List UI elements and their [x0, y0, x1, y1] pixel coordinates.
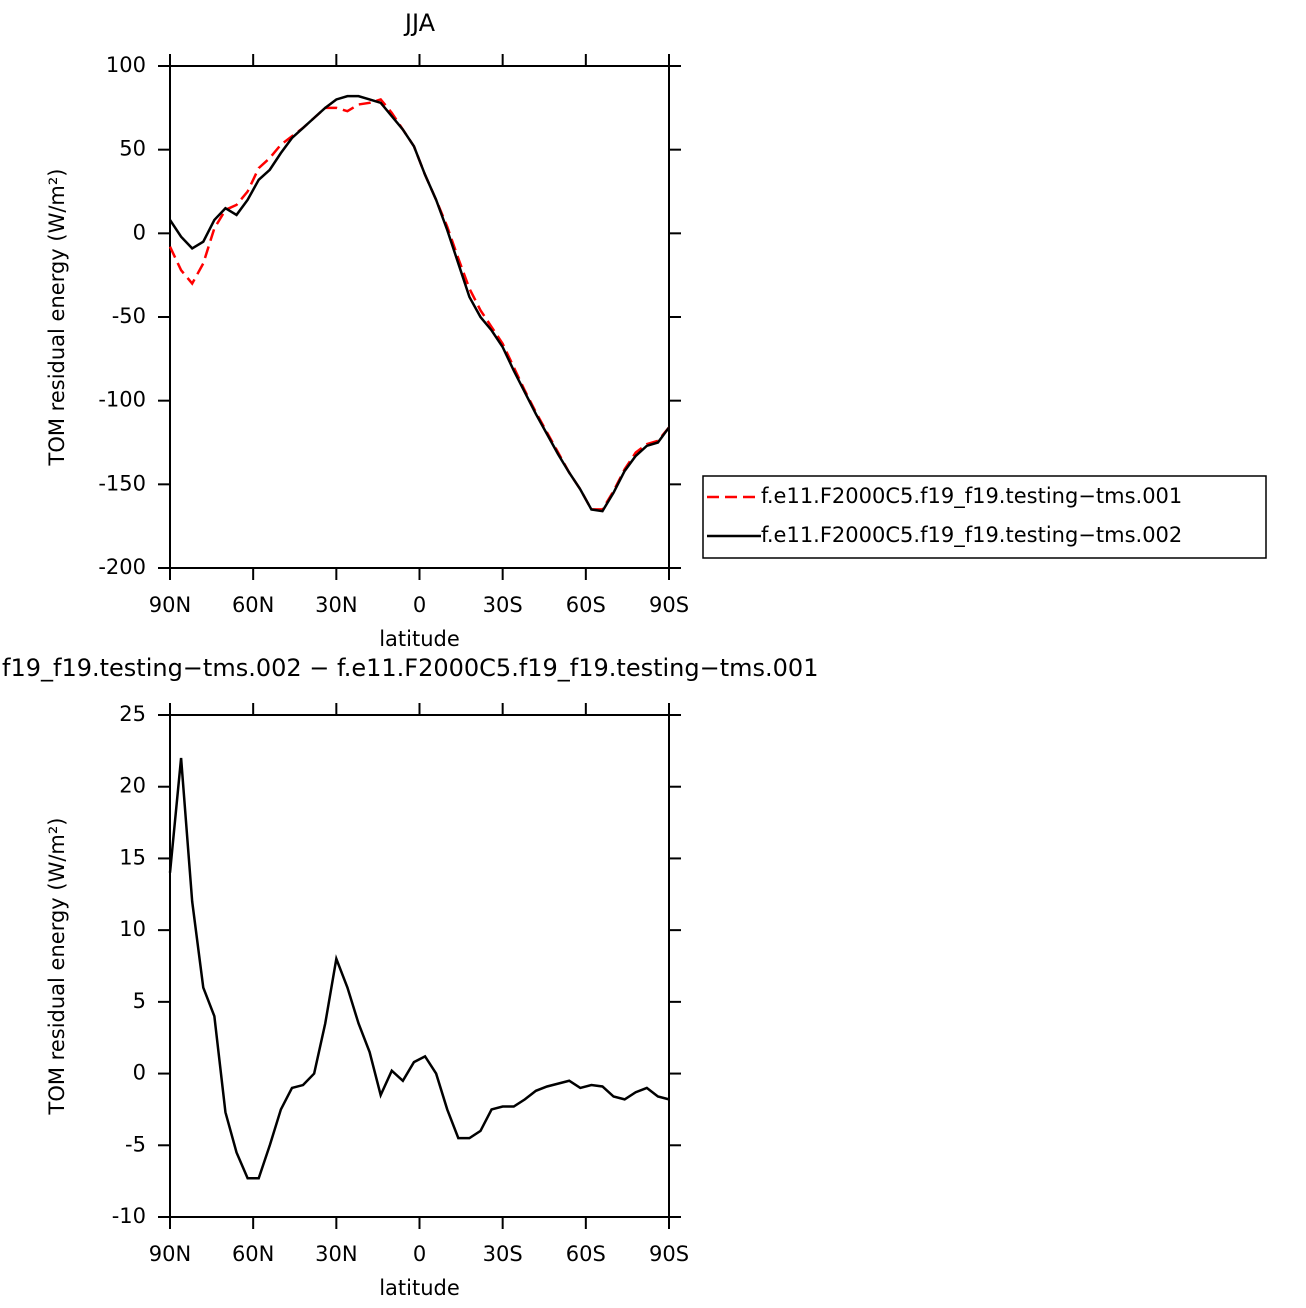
- legend-label: f.e11.F2000C5.f19_f19.testing−tms.001: [761, 484, 1182, 509]
- x-tick-label: 0: [413, 1242, 426, 1266]
- x-tick-label: 60S: [566, 1242, 606, 1266]
- x-tick-label: 60N: [232, 593, 274, 617]
- x-tick-label: 90N: [149, 1242, 191, 1266]
- x-tick-label: 30S: [483, 593, 523, 617]
- y-tick-label: -200: [98, 555, 146, 579]
- y-tick-label: 10: [119, 917, 146, 941]
- plot-frame: [169, 65, 670, 569]
- y-tick-label: -50: [112, 304, 146, 328]
- x-axis-label: latitude: [379, 1276, 460, 1300]
- y-tick-label: 5: [133, 989, 146, 1013]
- plot-frame: [169, 714, 670, 1218]
- y-axis-label: TOM residual energy (W/m²): [45, 169, 69, 467]
- chart-title: f19_f19.testing−tms.002 − f.e11.F2000C5.…: [2, 654, 818, 682]
- x-tick-label: 0: [413, 593, 426, 617]
- y-tick-label: 0: [133, 1061, 146, 1085]
- x-tick-label: 30N: [315, 593, 357, 617]
- x-tick-label: 60S: [566, 593, 606, 617]
- x-tick-label: 90S: [649, 593, 689, 617]
- y-tick-label: -10: [112, 1204, 146, 1228]
- x-tick-label: 60N: [232, 1242, 274, 1266]
- legend-box: [702, 475, 1267, 559]
- x-tick-label: 90S: [649, 1242, 689, 1266]
- chart-title: JJA: [403, 9, 436, 37]
- y-tick-label: 20: [119, 774, 146, 798]
- y-tick-label: 25: [119, 702, 146, 726]
- data-line: [168, 757, 670, 1180]
- y-tick-label: -100: [98, 388, 146, 412]
- y-tick-label: 50: [119, 137, 146, 161]
- y-tick-label: 100: [106, 53, 146, 77]
- y-tick-label: 0: [133, 220, 146, 244]
- y-tick-label: -150: [98, 471, 146, 495]
- x-tick-label: 30S: [483, 1242, 523, 1266]
- y-tick-label: -5: [125, 1132, 146, 1156]
- legend-label: f.e11.F2000C5.f19_f19.testing−tms.002: [761, 523, 1182, 548]
- y-tick-label: 15: [119, 845, 146, 869]
- x-axis-label: latitude: [379, 627, 460, 651]
- x-tick-label: 30N: [315, 1242, 357, 1266]
- data-line: [168, 94, 671, 513]
- y-axis-label: TOM residual energy (W/m²): [45, 818, 69, 1116]
- x-tick-label: 90N: [149, 593, 191, 617]
